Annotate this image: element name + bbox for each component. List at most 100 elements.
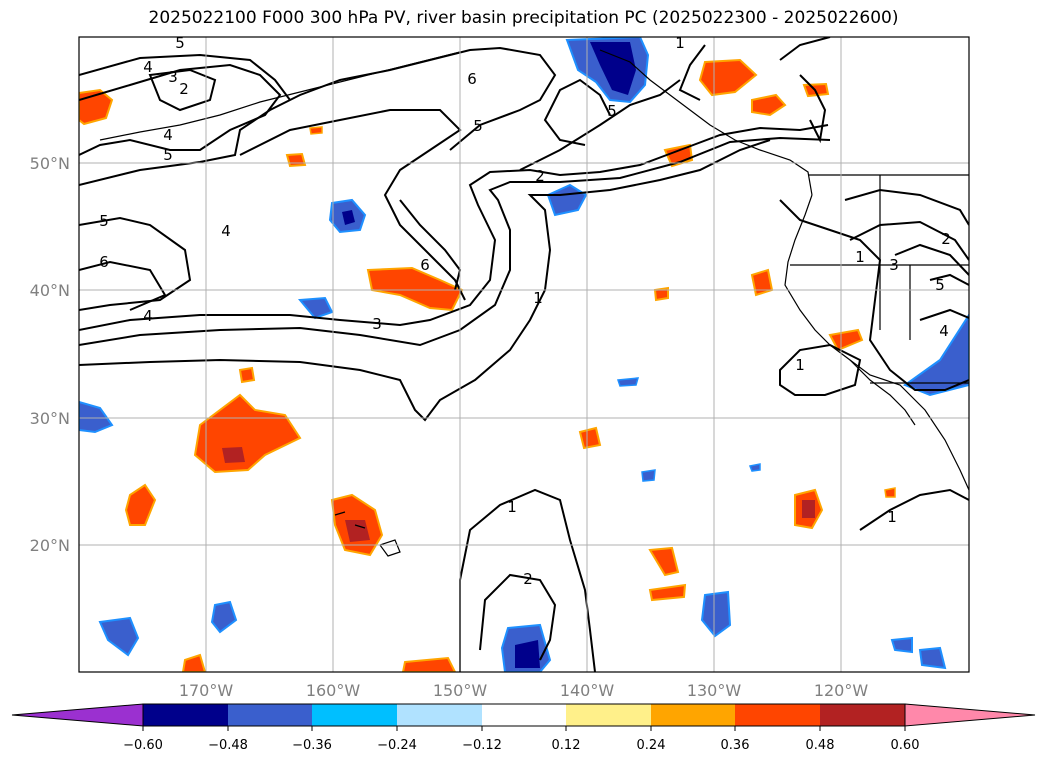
- contour-label: 2: [941, 230, 951, 248]
- precip-blob-neg-s6: [918, 646, 947, 670]
- precip-blob-pos-big: [193, 393, 302, 474]
- contour-label: 5: [175, 34, 185, 52]
- precip-blob-neg-s3-core: [515, 640, 540, 668]
- contour-line-24: [799, 74, 827, 144]
- contour-line-18: [929, 273, 969, 286]
- precip-blob-neg-mid: [297, 296, 334, 320]
- coast-hawaii: [334, 511, 401, 557]
- precip-blob-pos-big-core: [222, 447, 245, 463]
- contour-line-6: [79, 260, 167, 311]
- precip-blob-pos-se3: [648, 583, 687, 602]
- precip-blob-pos-mid2: [578, 426, 602, 450]
- colorbar-tick-label: −0.12: [462, 738, 502, 753]
- contour-line-5: [79, 216, 192, 311]
- colorbar-tick-label: 0.36: [721, 738, 750, 753]
- contour-label: 4: [143, 307, 153, 325]
- contour-label: 4: [221, 222, 231, 240]
- contour-label: 1: [795, 356, 805, 374]
- precip-blob-neg-west2: [79, 400, 114, 434]
- contour-label: 2: [523, 570, 533, 588]
- coast-alaska: [599, 49, 813, 196]
- precip-blob-neg-center-core: [342, 210, 355, 225]
- colorbar-bin: [397, 704, 482, 726]
- precip-blob-neg-s5: [890, 636, 913, 654]
- colorbar-bin: [143, 704, 228, 726]
- contour-label: 6: [467, 70, 477, 88]
- contour-line-14: [779, 199, 969, 391]
- contour-line-17: [894, 243, 969, 276]
- colorbar-tick-label: 0.12: [552, 738, 581, 753]
- lon-label-120w: 120°W: [814, 681, 869, 700]
- contour-label: 5: [163, 146, 173, 164]
- contour-line-19: [919, 308, 969, 321]
- lon-label-170w: 170°W: [179, 681, 234, 700]
- precip-blob-neg-alaska-core: [590, 42, 636, 95]
- colorbar-bin: [651, 704, 735, 726]
- colorbar: −0.60 −0.48 −0.36 −0.24 −0.12 0.12 0.24 …: [11, 703, 1036, 753]
- precip-blob-pos-north2: [751, 93, 787, 117]
- precip-blob-pos-cal: [750, 268, 774, 297]
- precip-blob-pos-s1: [181, 653, 207, 672]
- contour-label: 5: [473, 117, 483, 135]
- contour-label: 6: [420, 256, 430, 274]
- contour-line-13: [543, 78, 611, 146]
- contour-line-16: [849, 220, 969, 261]
- contour-line-7: [79, 124, 829, 331]
- precip-blob-pos-se2: [648, 546, 680, 577]
- precip-blob-neg-sw: [902, 313, 969, 397]
- map-title: 2025022100 F000 300 hPa PV, river basin …: [148, 8, 899, 28]
- contour-label: 4: [939, 322, 949, 340]
- precip-blob-neg-tiny1: [616, 377, 640, 387]
- colorbar-frame: [142, 703, 906, 727]
- contour-label: 1: [533, 289, 543, 307]
- colorbar-under-triangle: [11, 703, 144, 727]
- precip-blob-pos-se1-core: [802, 500, 815, 518]
- colorbar-tick-label: −0.24: [377, 738, 417, 753]
- contour-line-22: [479, 573, 557, 661]
- contour-line-2: [79, 53, 291, 101]
- colorbar-over-triangle: [904, 703, 1036, 727]
- contour-line-20: [779, 343, 862, 396]
- precip-blob-pos-s2: [401, 656, 457, 672]
- precip-blob-neg-s2: [210, 600, 238, 634]
- precip-blob-pos-hawaii-core: [345, 520, 370, 542]
- precip-blob-pos-band: [366, 266, 464, 312]
- contour-line-23: [859, 488, 969, 531]
- pv-contours: [79, 37, 969, 672]
- graticule: [79, 37, 969, 672]
- colorbar-tick-label: 0.48: [806, 738, 835, 753]
- contour-label: 3: [889, 256, 899, 274]
- latitude-labels: 50°N 40°N 30°N 20°N: [30, 154, 70, 555]
- colorbar-bin: [566, 704, 651, 726]
- contour-line-11: [399, 199, 462, 291]
- precip-blob-pos-tiny2: [309, 126, 323, 135]
- lat-label-30n: 30°N: [30, 409, 70, 428]
- precip-blob-pos-baja: [828, 328, 864, 352]
- contour-label: 2: [535, 167, 545, 185]
- colorbar-tick-label: 0.60: [891, 738, 920, 753]
- lon-label-130w: 130°W: [687, 681, 742, 700]
- lat-label-40n: 40°N: [30, 281, 70, 300]
- contour-line-3: [148, 68, 217, 112]
- contour-label: 4: [163, 126, 173, 144]
- contour-label: 1: [675, 34, 685, 52]
- plot-area: [79, 37, 969, 672]
- contour-label: 5: [99, 212, 109, 230]
- precip-blob-pos-small1: [285, 152, 307, 168]
- contour-label: 1: [887, 508, 897, 526]
- precip-blob-pos-sw1: [124, 483, 157, 526]
- contour-label: 1: [507, 498, 517, 516]
- contour-line-9: [79, 139, 771, 422]
- contour-label: 5: [935, 276, 945, 294]
- colorbar-tick-label: 0.24: [637, 738, 666, 753]
- contour-line-15: [844, 188, 969, 226]
- colorbar-bin: [820, 704, 905, 726]
- colorbar-ticks: [142, 726, 906, 731]
- contour-line-12: [519, 79, 681, 171]
- contour-label: 2: [179, 80, 189, 98]
- contour-line-26: [678, 44, 706, 101]
- lat-label-50n: 50°N: [30, 154, 70, 173]
- contour-label: 3: [168, 68, 178, 86]
- contour-line-10: [239, 109, 466, 301]
